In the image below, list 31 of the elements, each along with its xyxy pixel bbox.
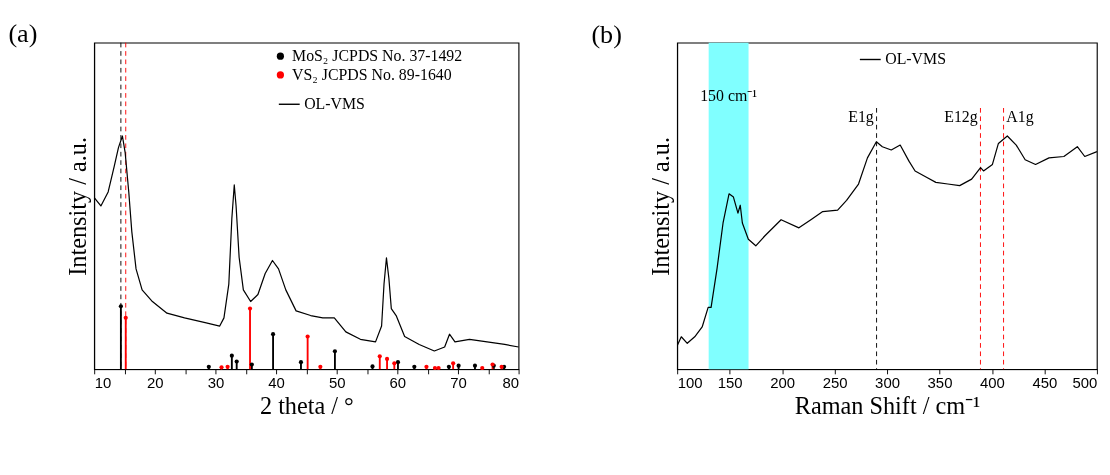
ref-line-label: E1g (848, 107, 874, 126)
x-axis-title: Raman Shift / cm⁻¹ (794, 392, 981, 420)
legend-label: MoS₂ JCPDS No. 37-1492 (292, 46, 463, 64)
band-label: 150 cm⁻¹ (700, 86, 758, 104)
x-tick-label: 40 (268, 374, 285, 392)
x-tick-label: 500 (1072, 374, 1098, 392)
legend-label: OL-VMS (304, 94, 365, 112)
x-tick-label: 300 (875, 374, 900, 392)
legend-label: VS₂ JCPDS No. 89-1640 (292, 65, 452, 83)
legend-label: OL-VMS (885, 50, 946, 68)
x-tick-label: 100 (677, 374, 703, 392)
x-tick-label: 30 (207, 374, 225, 392)
y-axis-title: Intensity / a.u. (64, 137, 92, 276)
x-tick-label: 60 (389, 374, 407, 392)
x-tick-label: 80 (502, 374, 520, 392)
x-tick-label: 50 (328, 374, 346, 392)
x-axis-title: 2 theta / ° (259, 392, 354, 420)
chart-title: (b) (591, 19, 622, 49)
x-tick-label: 10 (94, 374, 112, 392)
x-tick-label: 150 (717, 374, 743, 392)
chart-title: (a) (8, 19, 38, 49)
x-tick-label: 250 (822, 374, 848, 392)
x-tick-label: 20 (147, 374, 164, 392)
x-tick-label: 400 (980, 374, 1005, 392)
x-tick-label: 450 (1032, 374, 1058, 392)
y-axis-title: Intensity / a.u. (647, 137, 675, 276)
x-tick-label: 200 (770, 374, 796, 392)
x-tick-label: 70 (450, 374, 467, 392)
ref-line-label: E12g (944, 107, 978, 126)
x-tick-label: 350 (927, 374, 953, 392)
ref-line-label: A1g (1006, 107, 1034, 126)
